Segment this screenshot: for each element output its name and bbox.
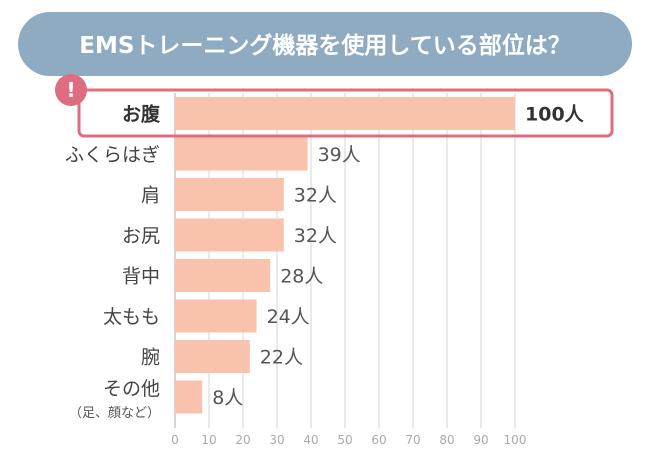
value-label-2: 39人 [318, 144, 361, 166]
x-tick-label-100: 100 [504, 433, 527, 447]
x-tick-label-30: 30 [269, 433, 284, 447]
x-tick-label-20: 20 [235, 433, 250, 447]
value-label-6: 24人 [267, 306, 310, 328]
value-labels: 100人 39人 32人 32人 28人 24人 22人 8人 [212, 104, 584, 410]
alert-badge [55, 74, 87, 106]
x-tick-label-50: 50 [337, 433, 352, 447]
value-label-8: 8人 [212, 387, 243, 409]
category-label-5: 背中 [122, 266, 160, 288]
value-label-7: 22人 [260, 347, 303, 369]
category-label-7: 腕 [141, 347, 160, 369]
x-axis-ticks: 0 10 20 30 40 50 60 70 80 90 100 [171, 433, 526, 447]
bar-5 [175, 259, 271, 292]
category-label-1: お腹 [122, 103, 161, 126]
title-banner-bg [18, 12, 632, 76]
value-label-1: 100人 [525, 104, 585, 126]
x-tick-label-60: 60 [371, 433, 386, 447]
category-label-2: ふくらはぎ [65, 144, 160, 166]
title-banner: EMSトレーニング機器を使用している部位は？ [18, 12, 632, 76]
x-tick-label-0: 0 [171, 433, 179, 447]
x-tick-label-70: 70 [405, 433, 420, 447]
x-tick-label-80: 80 [439, 433, 454, 447]
category-label-3: 肩 [141, 185, 160, 207]
bar-2 [175, 137, 308, 171]
category-note-8: （足、顔など） [69, 406, 160, 421]
bar-3 [175, 178, 284, 211]
value-label-4: 32人 [294, 225, 337, 247]
value-label-3: 32人 [294, 185, 337, 207]
value-label-5: 28人 [280, 266, 323, 288]
alert-icon: ! [66, 78, 75, 102]
chart-title: EMSトレーニング機器を使用している部位は？ [79, 32, 570, 59]
x-tick-label-10: 10 [201, 433, 216, 447]
bar-6 [175, 299, 257, 333]
bars [175, 97, 515, 414]
bar-4 [175, 218, 284, 252]
highlight-box [77, 88, 614, 138]
x-tick-label-40: 40 [303, 433, 318, 447]
category-label-6: 太もも [103, 306, 160, 328]
bar-8 [175, 380, 203, 414]
highlight-frame: ! [55, 74, 614, 138]
bar-7 [175, 340, 250, 373]
bar-1 [175, 97, 515, 130]
x-tick-label-90: 90 [473, 433, 488, 447]
category-label-4: お尻 [122, 225, 160, 247]
category-label-8: その他 [103, 378, 160, 400]
